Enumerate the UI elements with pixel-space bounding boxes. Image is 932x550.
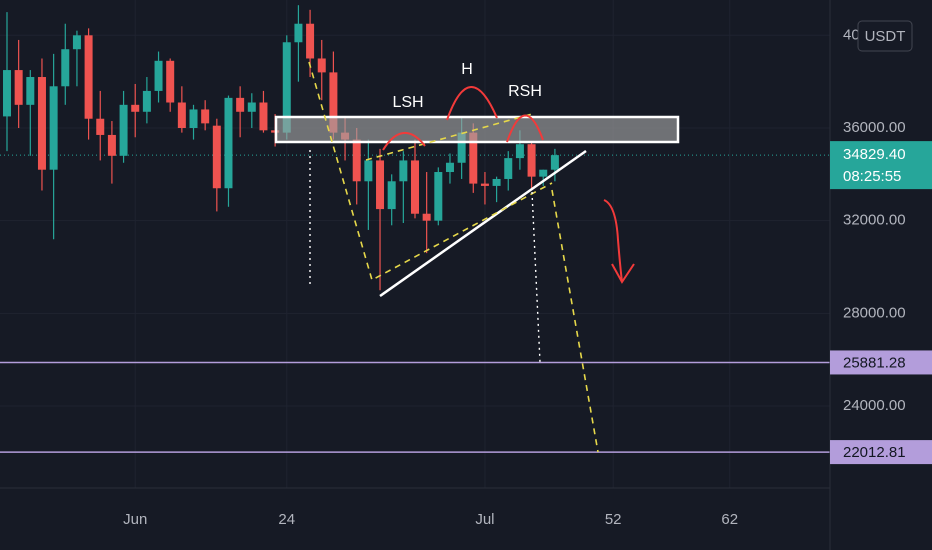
arrow xyxy=(603,199,623,283)
price-level-box xyxy=(830,350,932,375)
annotation: H xyxy=(461,61,473,78)
candle-body xyxy=(282,42,291,133)
lsh-arc xyxy=(382,132,426,151)
candle-body xyxy=(352,139,361,182)
candle-body xyxy=(189,109,198,128)
candle-body xyxy=(72,35,81,50)
y-tick-label: 32000.00 xyxy=(843,212,906,229)
candle-body xyxy=(411,160,419,214)
trend-line xyxy=(379,149,587,298)
neckline xyxy=(365,113,533,161)
candle-body xyxy=(236,97,245,112)
currency: USDT xyxy=(865,28,906,45)
candle-body xyxy=(387,181,396,210)
candle-body xyxy=(212,125,221,189)
candle-body xyxy=(26,77,35,105)
candle-body xyxy=(2,70,11,117)
countdown: 08:25:55 xyxy=(843,168,901,185)
candle-body xyxy=(49,86,58,170)
dashed-line xyxy=(308,61,553,282)
candle-body xyxy=(445,162,454,173)
candle-body xyxy=(317,58,326,73)
candle-body xyxy=(480,183,489,186)
annotation: LSH xyxy=(392,94,423,111)
candle-body xyxy=(539,169,548,177)
candle-body xyxy=(376,160,385,210)
candle-body xyxy=(457,132,466,163)
candle-body xyxy=(142,90,151,112)
x-tick-label: Jul xyxy=(475,511,494,528)
currency-box xyxy=(857,20,913,52)
x-tick-label: Jun xyxy=(123,511,147,528)
levels xyxy=(0,154,830,453)
candle-body xyxy=(259,102,268,131)
candle-body xyxy=(154,60,163,91)
rsh-arc xyxy=(506,114,544,143)
price-level-label: 25881.28 xyxy=(843,354,906,371)
candle-body xyxy=(131,104,140,112)
candle-body xyxy=(422,213,431,221)
candle-body xyxy=(201,109,210,124)
axes: 24000.0028000.0032000.0036000.0040000.00… xyxy=(123,26,932,528)
x-tick-label: 52 xyxy=(605,511,622,528)
candle-body xyxy=(107,134,116,156)
candle-body xyxy=(434,172,443,221)
x-tick-label: 62 xyxy=(721,511,738,528)
candle-body xyxy=(247,102,256,112)
drawings: LSH H RSH xyxy=(274,61,680,453)
last-price-box xyxy=(830,141,932,190)
y-tick-label: 28000.00 xyxy=(843,304,906,321)
candle-body xyxy=(515,144,524,159)
candle-body xyxy=(469,132,478,184)
candle-body xyxy=(119,104,128,156)
resistance-zone xyxy=(274,115,680,144)
arrow-head xyxy=(611,263,635,284)
candle-body xyxy=(61,49,70,87)
candle-body xyxy=(364,160,373,182)
last-price-label: 34829.40 xyxy=(843,146,906,163)
x-tick-label: 24 xyxy=(278,511,295,528)
measure-line xyxy=(531,191,541,363)
candle-body xyxy=(294,23,303,43)
candle-body xyxy=(329,72,338,133)
candle-body xyxy=(492,178,501,186)
candle-body xyxy=(399,160,408,182)
candle-body xyxy=(37,77,46,170)
y-tick-label: 36000.00 xyxy=(843,119,906,136)
candle-body xyxy=(84,35,93,119)
candle-body xyxy=(306,23,315,59)
target-line xyxy=(551,189,599,453)
candle-body xyxy=(96,118,105,135)
candle-body xyxy=(504,158,513,179)
price-level-label: 22012.81 xyxy=(843,444,906,461)
price-level-box xyxy=(830,440,932,465)
candle-body xyxy=(14,70,23,105)
candles xyxy=(2,5,559,291)
candle-body xyxy=(527,144,536,177)
y-tick-label: 24000.00 xyxy=(843,397,906,414)
annotation: RSH xyxy=(508,83,542,100)
head-arc xyxy=(446,86,498,121)
candle-body xyxy=(177,102,186,128)
candle-body xyxy=(224,97,233,189)
candle-body xyxy=(166,60,175,103)
candle-body xyxy=(550,155,559,170)
grid xyxy=(0,0,830,488)
